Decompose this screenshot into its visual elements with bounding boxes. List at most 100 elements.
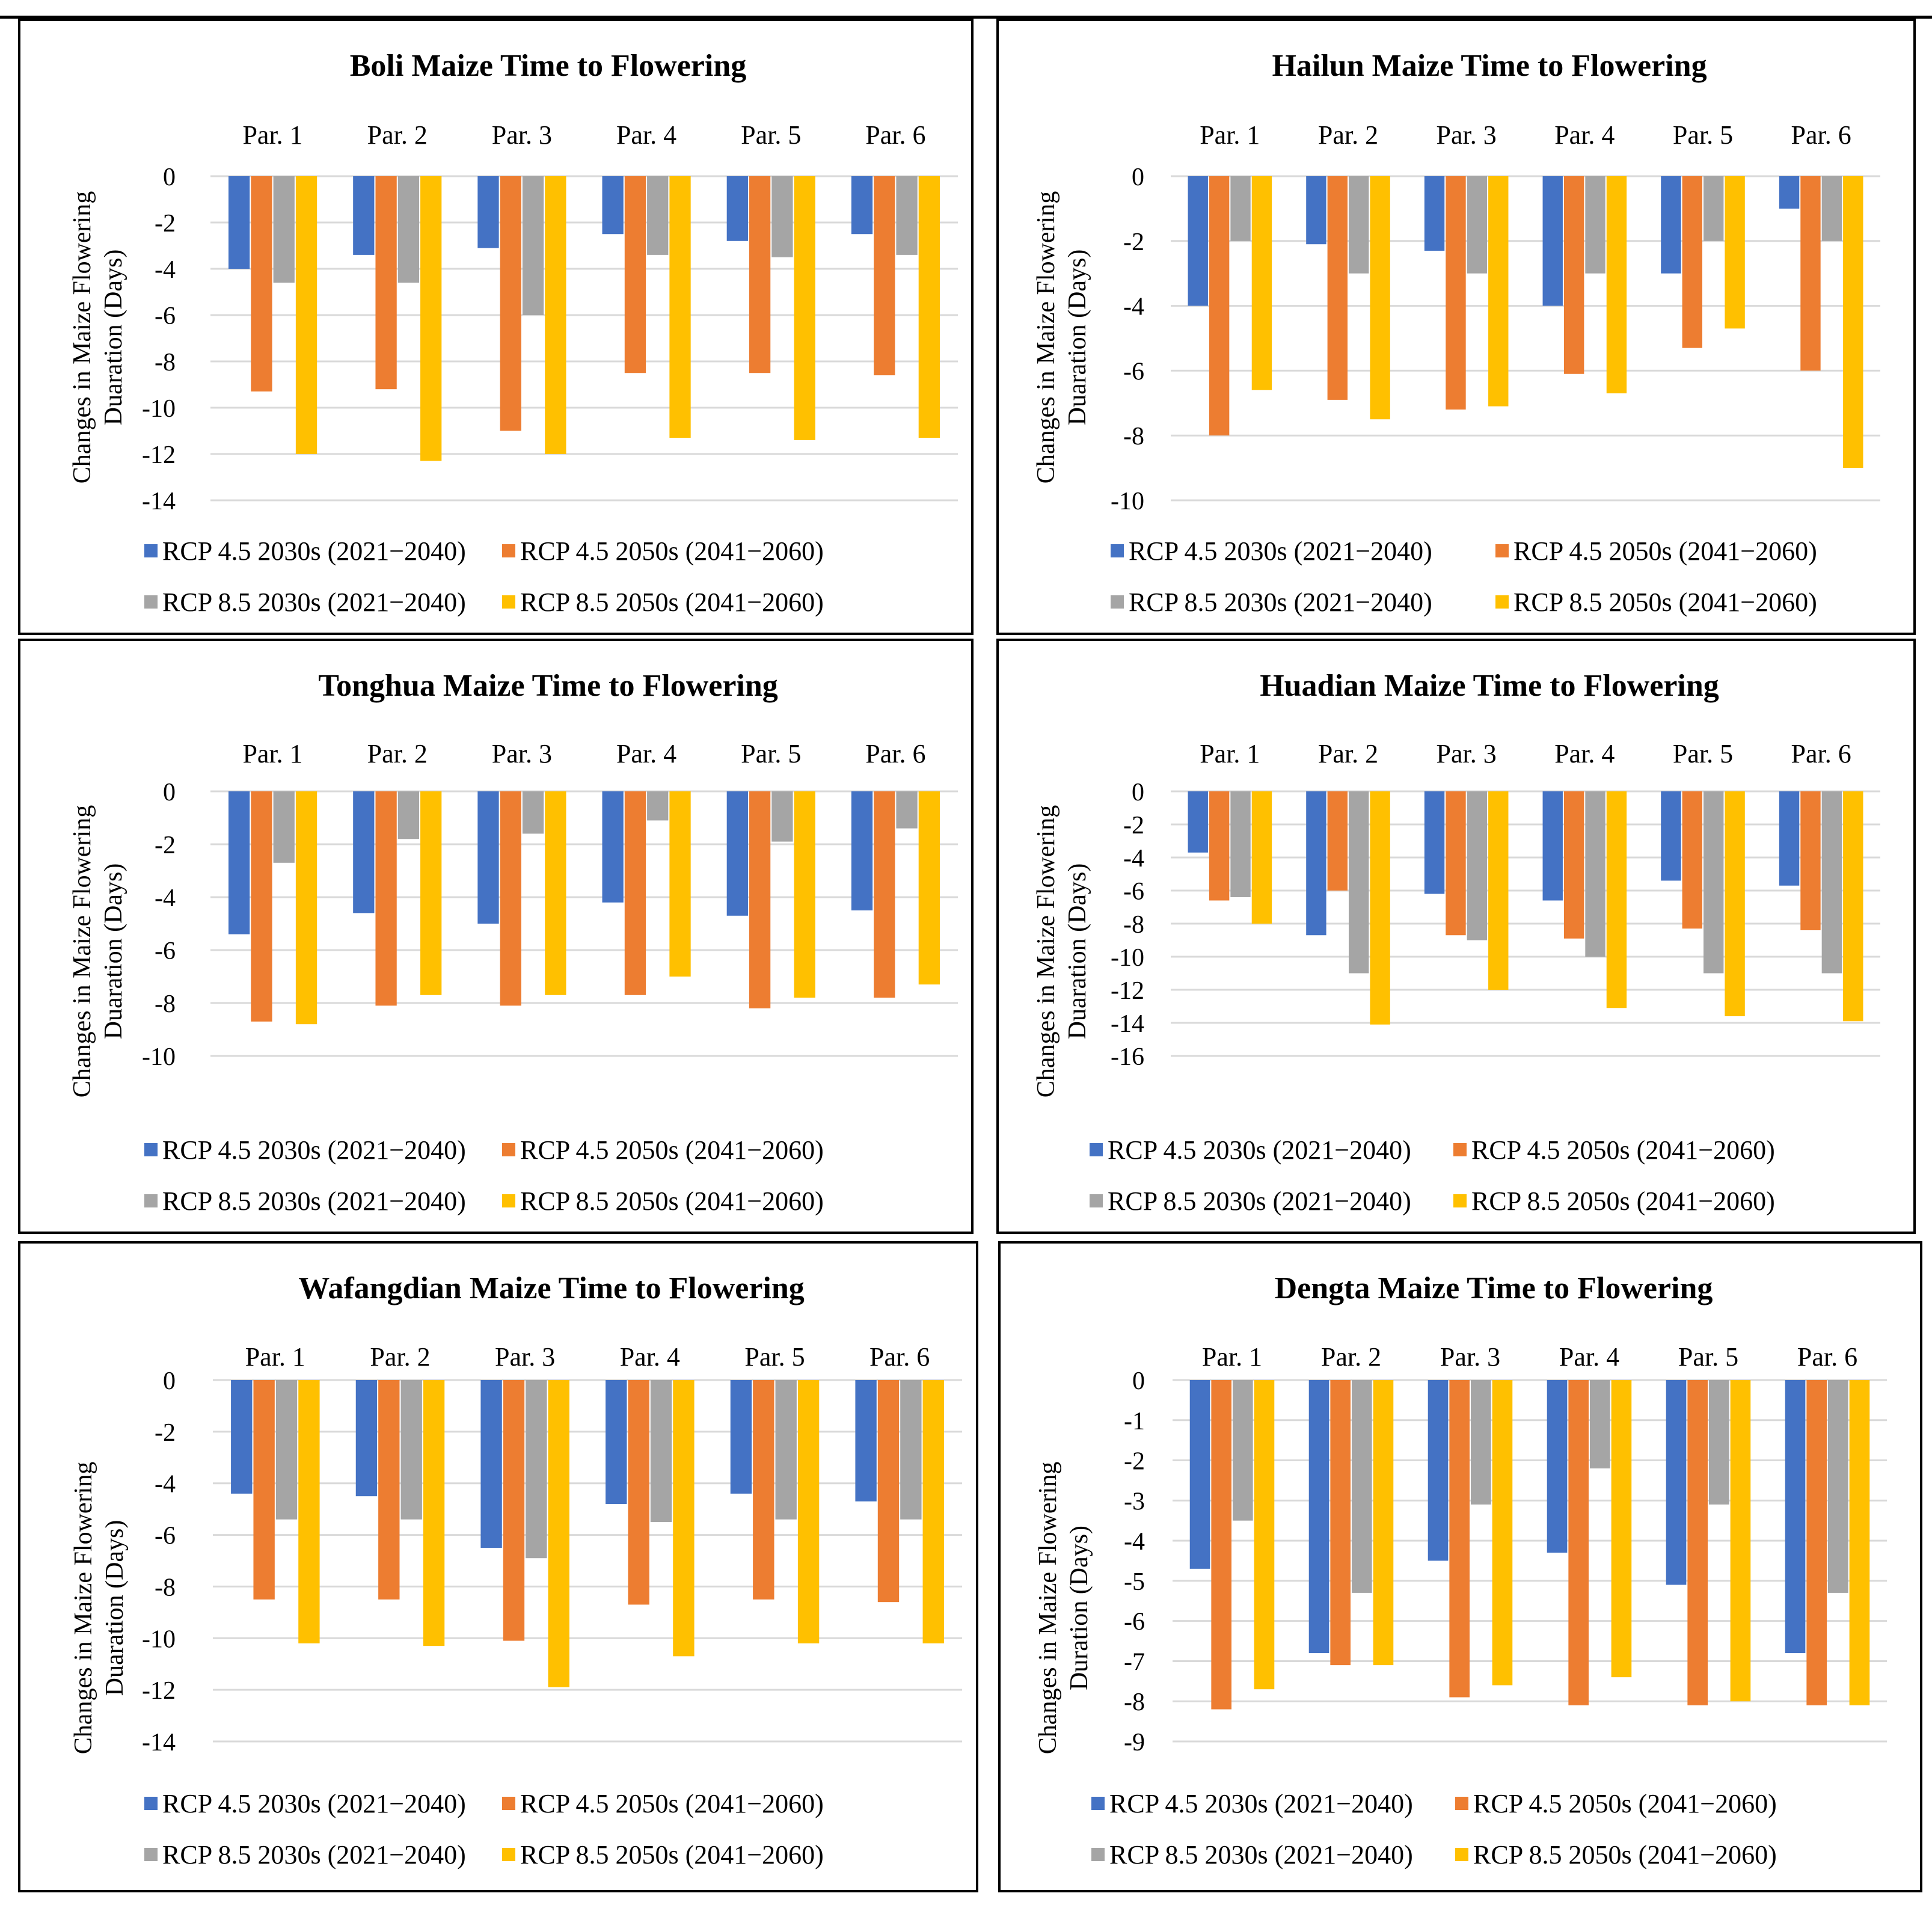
bar-wafangdian-par6-s2: [877, 1380, 900, 1603]
bar-dengta-par6-s3: [1828, 1380, 1848, 1593]
bar-wafangdian-par2-s2: [378, 1380, 400, 1600]
y-tick-label: -4: [155, 885, 176, 912]
bar-wafangdian-par5-s4: [797, 1380, 820, 1643]
y-tick-label: -6: [1123, 878, 1144, 906]
bar-huadian-par4-s3: [1585, 791, 1605, 957]
legend-swatch: [502, 1797, 515, 1810]
bar-tonghua-par2-s4: [420, 791, 442, 995]
legend-swatch: [502, 544, 515, 557]
category-label: Par. 2: [370, 1342, 430, 1372]
legend-swatch: [1111, 595, 1124, 609]
chart-panel-huadian: Huadian Maize Time to Flowering 0 -2 -4 -6 -8…: [996, 639, 1916, 1234]
category-label: Par. 6: [1791, 739, 1851, 768]
y-tick-label: 0: [1132, 164, 1144, 191]
bar-dengta-par4-s1: [1547, 1380, 1568, 1553]
legend-label: RCP 8.5 2030s (2021−2040): [162, 587, 466, 617]
category-label: Par. 1: [242, 120, 302, 150]
category-label: Par. 4: [616, 120, 676, 150]
y-axis-label-line: Changes in Maize Flowering: [70, 1462, 97, 1754]
bar-hailun-par2-s1: [1306, 176, 1326, 245]
bar-huadian-par2-s4: [1370, 791, 1390, 1025]
category-label: Par. 4: [620, 1342, 680, 1372]
y-tick-label: -10: [1111, 944, 1144, 972]
y-tick-label: -10: [142, 395, 176, 423]
bar-boli-par2-s4: [420, 176, 442, 461]
y-tick-label: -14: [142, 488, 176, 515]
bar-boli-par2-s2: [375, 176, 397, 390]
category-label: Par. 2: [1318, 739, 1378, 768]
y-tick-label: -8: [155, 990, 176, 1018]
legend-swatch: [144, 544, 158, 557]
chart-panel-hailun: Hailun Maize Time to Flowering 0 -2 -4 -6 -8 -…: [996, 19, 1916, 635]
y-tick-label: -8: [155, 349, 176, 376]
bar-hailun-par1-s1: [1188, 176, 1208, 306]
bar-dengta-par5-s2: [1687, 1380, 1708, 1705]
legend-label: RCP 4.5 2030s (2021−2040): [162, 536, 466, 566]
bar-huadian-par1-s2: [1209, 791, 1230, 901]
legend-swatch: [502, 1848, 515, 1861]
y-tick-label: -16: [1111, 1043, 1144, 1071]
y-tick-label: -6: [1124, 1609, 1145, 1636]
bar-dengta-par3-s2: [1449, 1380, 1470, 1698]
legend-swatch: [1495, 595, 1509, 609]
y-tick-label: 0: [1132, 779, 1144, 806]
y-tick-label: -9: [1124, 1729, 1145, 1756]
y-tick-label: -8: [155, 1574, 176, 1601]
category-label: Par. 3: [1440, 1342, 1500, 1372]
bar-dengta-par3-s1: [1428, 1380, 1449, 1561]
bar-boli-par3-s3: [522, 176, 544, 315]
chart-svg-huadian: Huadian Maize Time to Flowering 0 -2 -4 -6 -8…: [1032, 669, 1880, 1216]
chart-svg-wafangdian: Wafangdian Maize Time to Flowering 0 -2 -4 -…: [70, 1271, 962, 1870]
bar-wafangdian-par1-s2: [253, 1380, 275, 1600]
bar-tonghua-par6-s1: [851, 791, 873, 910]
bar-wafangdian-par6-s4: [922, 1380, 944, 1643]
category-label: Par. 2: [367, 120, 428, 150]
bar-hailun-par1-s4: [1251, 176, 1272, 390]
bar-dengta-par2-s2: [1330, 1380, 1351, 1666]
chart-svg-boli: Boli Maize Time to Flowering 0 -2 -4 -6 -8 -10…: [69, 49, 958, 617]
bar-dengta-par6-s1: [1785, 1380, 1806, 1654]
legend-swatch: [502, 595, 515, 609]
legend-label: RCP 8.5 2050s (2041−2060): [520, 587, 824, 617]
bar-tonghua-par6-s4: [918, 791, 940, 985]
bar-hailun-par3-s4: [1488, 176, 1509, 406]
bar-dengta-par3-s4: [1492, 1380, 1513, 1686]
bar-dengta-par6-s2: [1806, 1380, 1827, 1705]
bar-huadian-par1-s1: [1188, 791, 1208, 853]
y-axis-label-line: Duaration (Days): [100, 250, 127, 426]
bar-boli-par1-s4: [295, 176, 317, 454]
category-label: Par. 3: [1437, 739, 1497, 768]
legend-label: RCP 8.5 2050s (2041−2060): [1473, 1840, 1777, 1870]
bar-huadian-par6-s2: [1800, 791, 1821, 930]
bar-huadian-par3-s1: [1424, 791, 1445, 894]
bar-dengta-par2-s3: [1352, 1380, 1372, 1593]
bar-boli-par3-s1: [477, 176, 499, 248]
y-axis-label-line: Changes in Maize Flowering: [1034, 1462, 1062, 1754]
bar-hailun-par3-s2: [1446, 176, 1466, 410]
chart-svg-hailun: Hailun Maize Time to Flowering 0 -2 -4 -6 -8 -…: [1032, 49, 1880, 617]
chart-svg-tonghua: Tonghua Maize Time to Flowering 0 -2 -4 -6 -8…: [69, 669, 958, 1216]
bar-boli-par3-s4: [545, 176, 566, 454]
bar-dengta-par5-s1: [1666, 1380, 1687, 1585]
bar-hailun-par1-s3: [1230, 176, 1251, 241]
y-axis-label-line: Duaration (Days): [100, 864, 127, 1040]
y-tick-label: -14: [1111, 1010, 1144, 1038]
y-axis-label-line: Duaration (Days): [1064, 864, 1091, 1040]
legend-swatch: [144, 1848, 158, 1861]
y-axis-label-line: Changes in Maize Flowering: [1032, 191, 1060, 483]
y-tick-label: -8: [1124, 1689, 1145, 1716]
chart-title: Boli Maize Time to Flowering: [350, 49, 747, 83]
bar-dengta-par6-s4: [1849, 1380, 1870, 1705]
bar-wafangdian-par1-s3: [275, 1380, 298, 1520]
bar-wafangdian-par4-s1: [606, 1380, 627, 1505]
legend-label: RCP 4.5 2030s (2021−2040): [162, 1135, 466, 1165]
bar-tonghua-par3-s1: [477, 791, 499, 924]
bar-wafangdian-par5-s2: [753, 1380, 774, 1600]
y-tick-label: -6: [155, 937, 176, 965]
chart-panel-dengta: Dengta Maize Time to Flowering 0 -1 -2 -3 -4 -…: [998, 1241, 1922, 1892]
legend-label: RCP 4.5 2050s (2041−2060): [520, 1789, 824, 1818]
y-tick-label: -12: [142, 441, 176, 469]
bar-wafangdian-par6-s1: [855, 1380, 877, 1502]
bar-dengta-par4-s3: [1590, 1380, 1610, 1468]
